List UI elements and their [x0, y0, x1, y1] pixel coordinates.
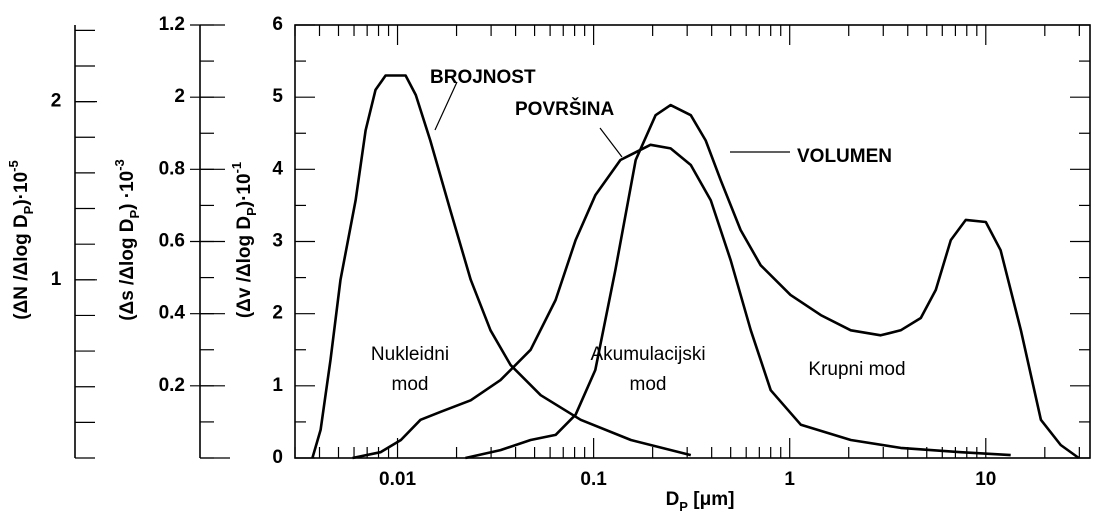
y3-tick-label: 1 [51, 269, 62, 290]
region-label: Nukleidni [371, 344, 449, 365]
y-tick-label: 3 [272, 231, 283, 252]
x-tick-label: 0.1 [580, 469, 607, 490]
y3-axis-label-part: (ΔN /Δlog D [11, 214, 32, 319]
y3-axis-label-part: )·10 [11, 172, 32, 206]
y-axis-label-part: )·10 [234, 173, 255, 207]
y2-axis-label-part: ) ·10 [117, 171, 138, 210]
x-tick-label: 0.01 [379, 469, 416, 490]
y-axis-label: (Δv /Δlog DP)·10-1 [229, 162, 259, 318]
leader-line [599, 127, 623, 158]
y-axis-label-part: (Δv /Δlog D [234, 216, 255, 318]
region-label: mod [630, 374, 667, 395]
y2-axis-label: (Δs /Δlog DP) ·10-3 [112, 159, 142, 321]
y3-axis-label-part: P [21, 205, 36, 214]
y-axis-label-part: P [244, 207, 259, 216]
y-axis-label-part: -1 [229, 162, 244, 174]
region-label: Akumulacijski [590, 344, 705, 365]
x-axis-label-part: [μm] [688, 489, 734, 510]
series-label: BROJNOST [430, 67, 536, 88]
y-tick-label: 0 [272, 447, 283, 468]
series-line [352, 143, 1011, 460]
y-tick-label: 1 [272, 375, 283, 396]
y-tick-label: 4 [272, 158, 283, 179]
y2-tick-label: 0.8 [159, 158, 185, 179]
series-label: VOLUMEN [797, 146, 892, 167]
y2-tick-label: 0.2 [159, 375, 185, 396]
y-tick-label: 5 [272, 86, 283, 107]
x-tick-label: 10 [975, 469, 996, 490]
series-line [465, 103, 1080, 460]
series-line [311, 74, 692, 459]
y2-tick-label: 1.2 [159, 14, 185, 35]
y3-axis-label: (ΔN /Δlog DP)·10-5 [6, 160, 36, 319]
y3-tick-label: 2 [51, 91, 62, 112]
y-tick-label: 2 [272, 303, 283, 324]
y-tick-label: 6 [272, 14, 283, 35]
series-label: POVRŠINA [515, 98, 615, 120]
x-axis-label-part: P [679, 499, 688, 512]
region-label: Krupni mod [808, 359, 905, 380]
y3-axis-label-part: -5 [6, 160, 21, 172]
y2-tick-label: 0.4 [159, 303, 186, 324]
leader-line [434, 81, 458, 131]
y2-tick-label: 0.6 [159, 231, 185, 252]
x-tick-label: 1 [784, 469, 795, 490]
y2-tick-label: 2 [174, 86, 185, 107]
x-axis-label: DP [μm] [666, 489, 735, 512]
y2-axis-label-part: P [127, 210, 142, 219]
x-axis-label-part: D [666, 489, 680, 510]
y2-axis-label-part: (Δs /Δlog D [117, 219, 138, 321]
region-label: mod [392, 374, 429, 395]
y2-axis-label-part: -3 [112, 159, 127, 171]
